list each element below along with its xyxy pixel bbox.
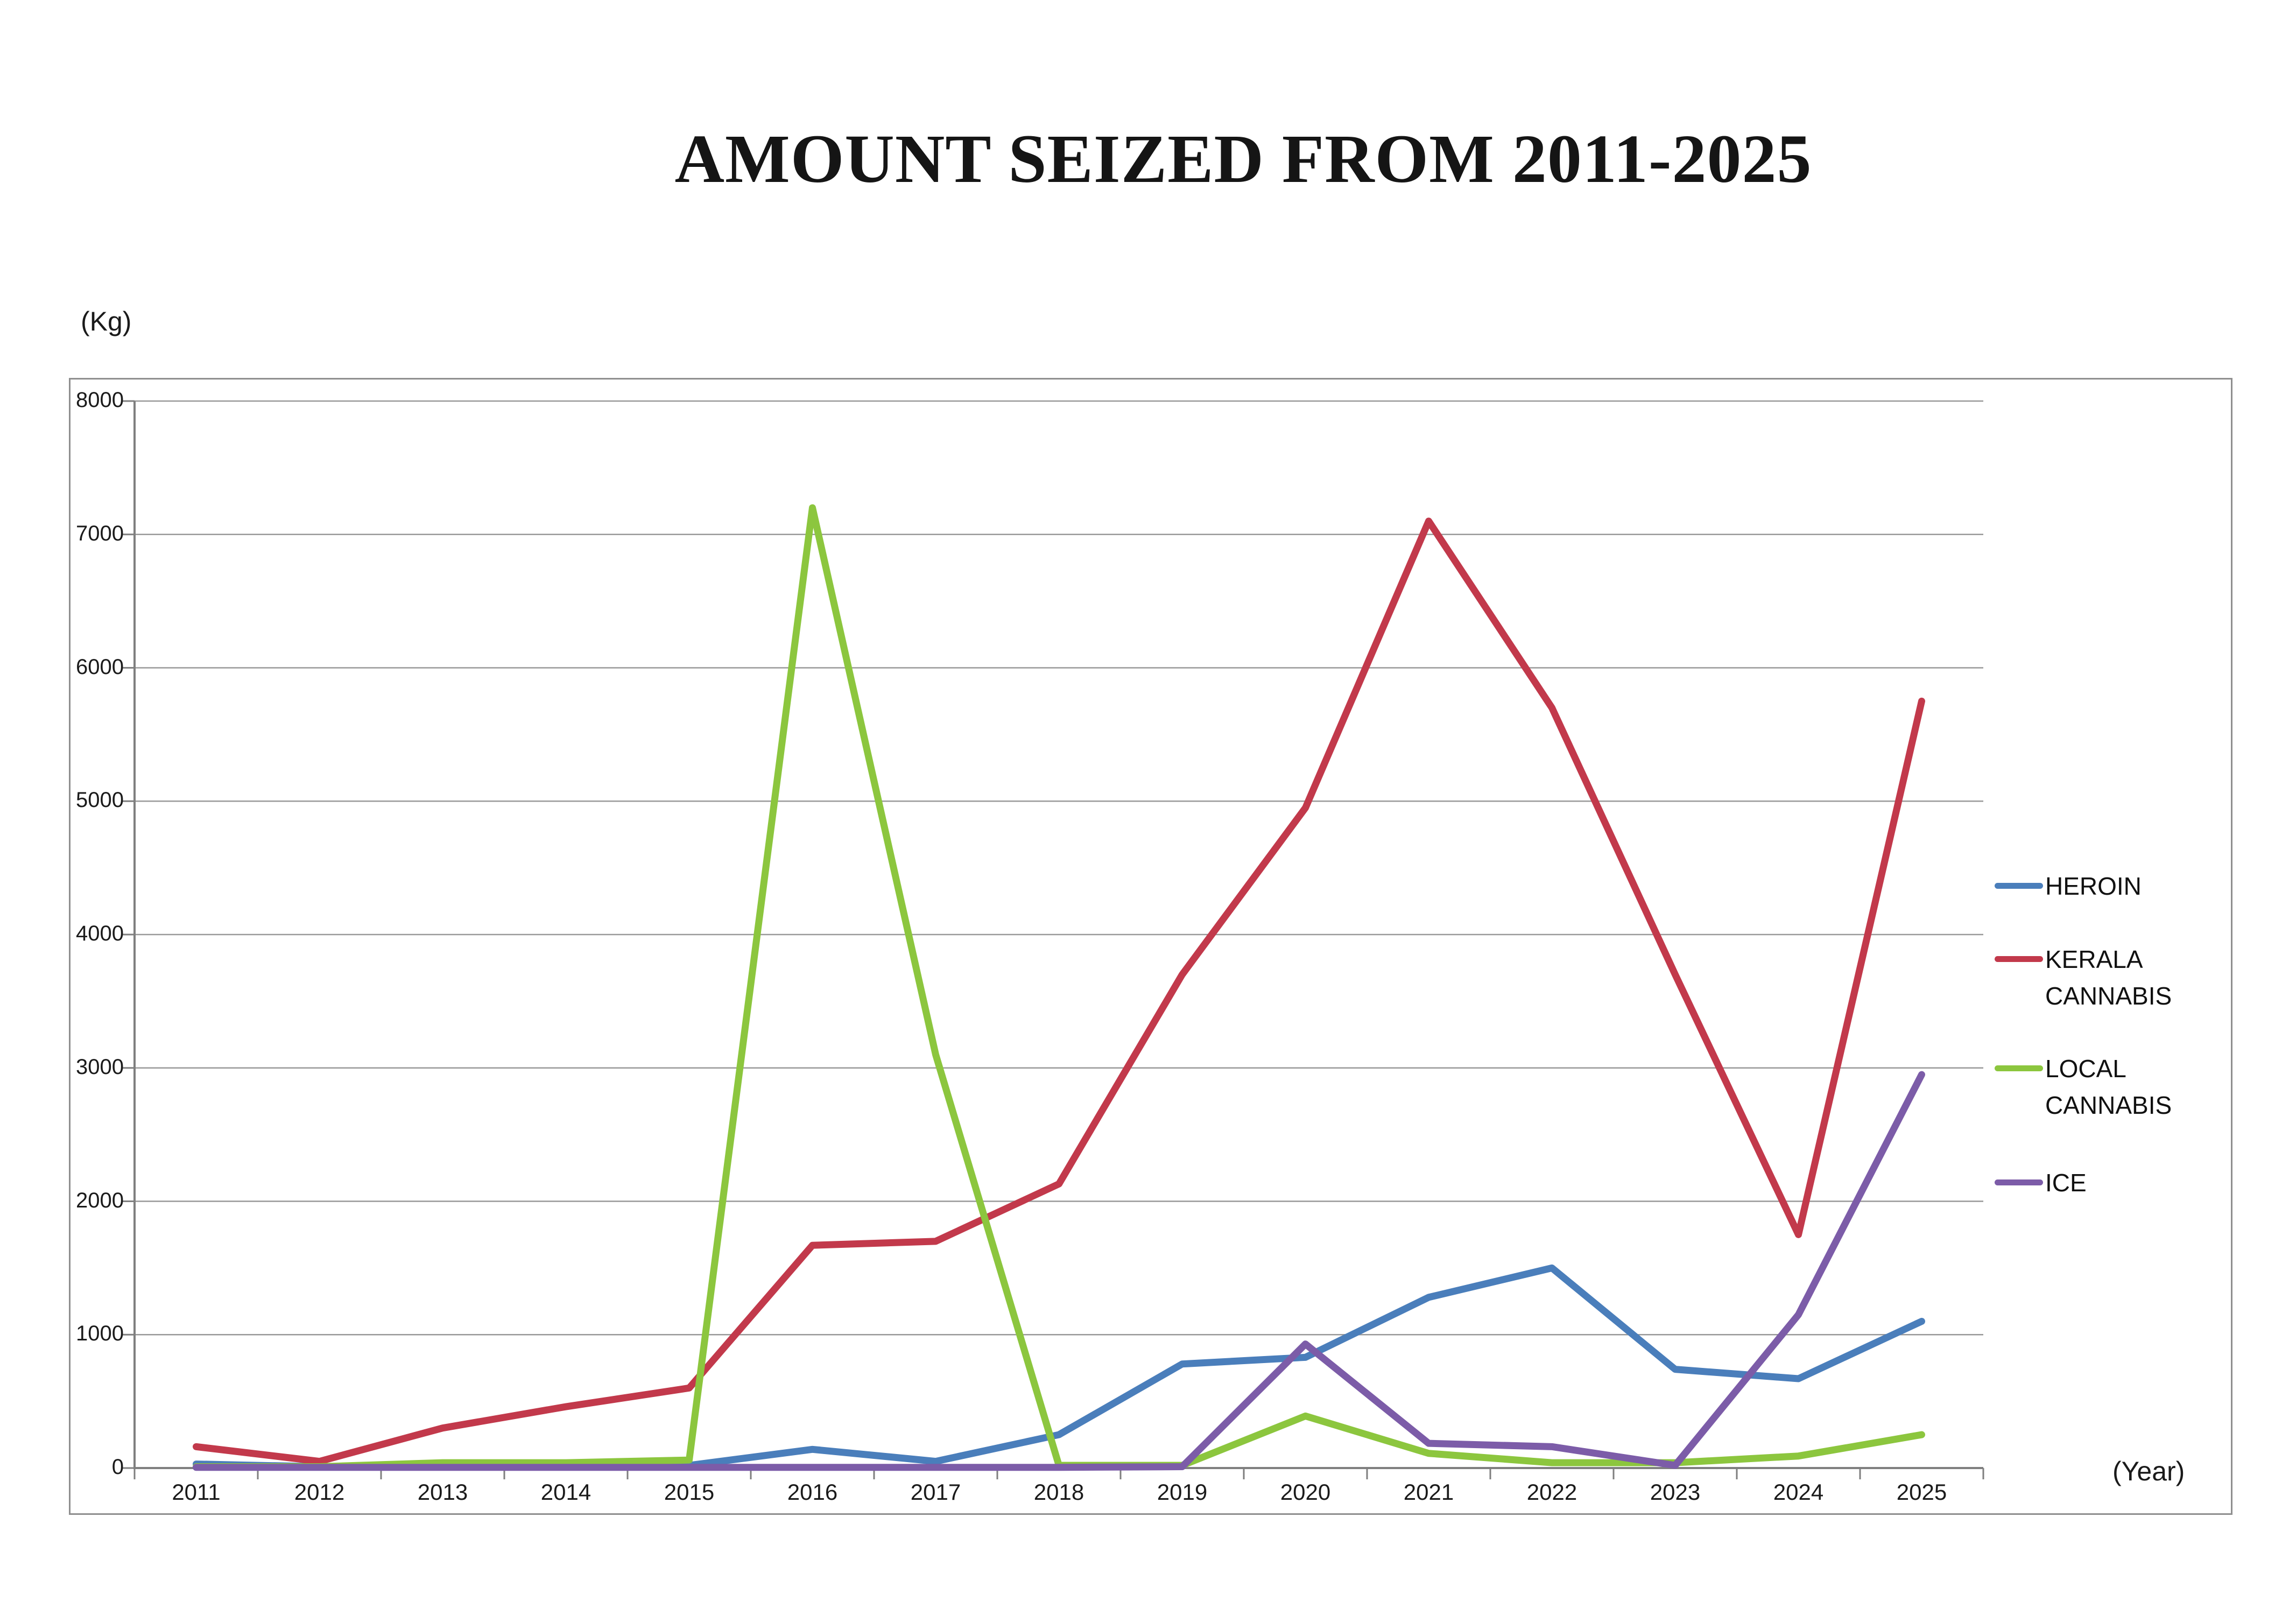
y-axis-tick-label: 6000 <box>76 655 124 679</box>
legend-swatch-local-cannabis <box>1995 1065 2043 1071</box>
y-axis-tick-label: 5000 <box>76 788 124 812</box>
legend-item-kerala-cannabis: KERALA CANNABIS <box>1995 941 2228 1014</box>
legend-label-kerala-cannabis: KERALA CANNABIS <box>2045 945 2172 1010</box>
y-axis-unit-label: (Kg) <box>81 306 132 336</box>
legend-label-heroin: HEROIN <box>2045 872 2142 900</box>
x-axis-tick-label: 2025 <box>1896 1479 1947 1505</box>
x-axis-tick-label: 2011 <box>172 1479 221 1505</box>
x-axis-unit-label: (Year) <box>2112 1456 2185 1486</box>
x-axis-tick-label: 2016 <box>787 1479 838 1505</box>
series-line-heroin <box>193 1264 1925 1471</box>
x-axis-tick-label: 2022 <box>1526 1479 1577 1505</box>
x-axis-tick-label: 2015 <box>664 1479 715 1505</box>
legend-item-heroin: HEROIN <box>1995 868 2228 904</box>
y-axis-tick-label: 8000 <box>76 388 124 412</box>
x-axis-tick-label: 2012 <box>294 1479 345 1505</box>
x-axis-tick-label: 2014 <box>540 1479 591 1505</box>
y-axis-tick-label: 0 <box>111 1455 124 1479</box>
x-axis-tick-label: 2020 <box>1280 1479 1331 1505</box>
series-lines <box>193 504 1925 1471</box>
series-line-local-cannabis <box>193 504 1925 1471</box>
x-axis-tick-label: 2013 <box>417 1479 468 1505</box>
y-axis-tick-label: 1000 <box>76 1322 124 1346</box>
x-axis-tick-label: 2018 <box>1033 1479 1084 1505</box>
legend-item-ice: ICE <box>1995 1164 2228 1201</box>
legend-swatch-kerala-cannabis <box>1995 956 2043 962</box>
x-axis-tick-label: 2017 <box>910 1479 961 1505</box>
x-axis-tick-label: 2023 <box>1650 1479 1701 1505</box>
series-line-kerala-cannabis <box>193 517 1925 1465</box>
x-axis-tick-label: 2024 <box>1773 1479 1824 1505</box>
x-axis-tick-label: 2019 <box>1157 1479 1208 1505</box>
x-axis-tick-label: 2021 <box>1403 1479 1454 1505</box>
y-axis-tick-label: 2000 <box>76 1188 124 1212</box>
y-axis-tick-label: 3000 <box>76 1055 124 1079</box>
legend-swatch-heroin <box>1995 883 2043 889</box>
chart-frame <box>69 378 2232 1515</box>
legend-label-local-cannabis: LOCAL CANNABIS <box>2045 1055 2172 1119</box>
y-axis-tick-label: 4000 <box>76 922 124 945</box>
axis-ticks <box>122 400 1984 1479</box>
series-line-ice <box>193 1071 1925 1471</box>
gridlines <box>133 400 1983 1469</box>
chart-title: AMOUNT SEIZED FROM 2011-2025 <box>674 121 1812 197</box>
legend-swatch-ice <box>1995 1179 2043 1185</box>
legend-item-local-cannabis: LOCAL CANNABIS <box>1995 1050 2228 1124</box>
y-axis-tick-label: 7000 <box>76 521 124 545</box>
legend-label-ice: ICE <box>2045 1169 2087 1197</box>
